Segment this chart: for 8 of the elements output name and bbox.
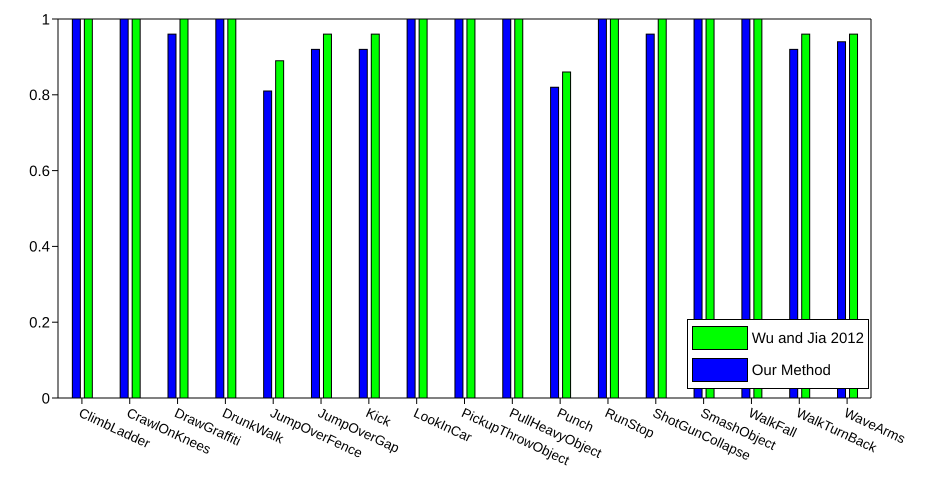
legend-label: Wu and Jia 2012: [752, 330, 864, 346]
y-tick-label: 0: [42, 390, 50, 408]
y-tick-label: 1: [42, 11, 50, 28]
y-tick-label: 0.4: [29, 238, 50, 256]
y-tick-label: 0.2: [29, 314, 50, 332]
y-tick-label: 0.8: [29, 87, 50, 104]
legend-label: Our Method: [752, 362, 831, 378]
y-tick-label: 0.6: [29, 162, 50, 180]
